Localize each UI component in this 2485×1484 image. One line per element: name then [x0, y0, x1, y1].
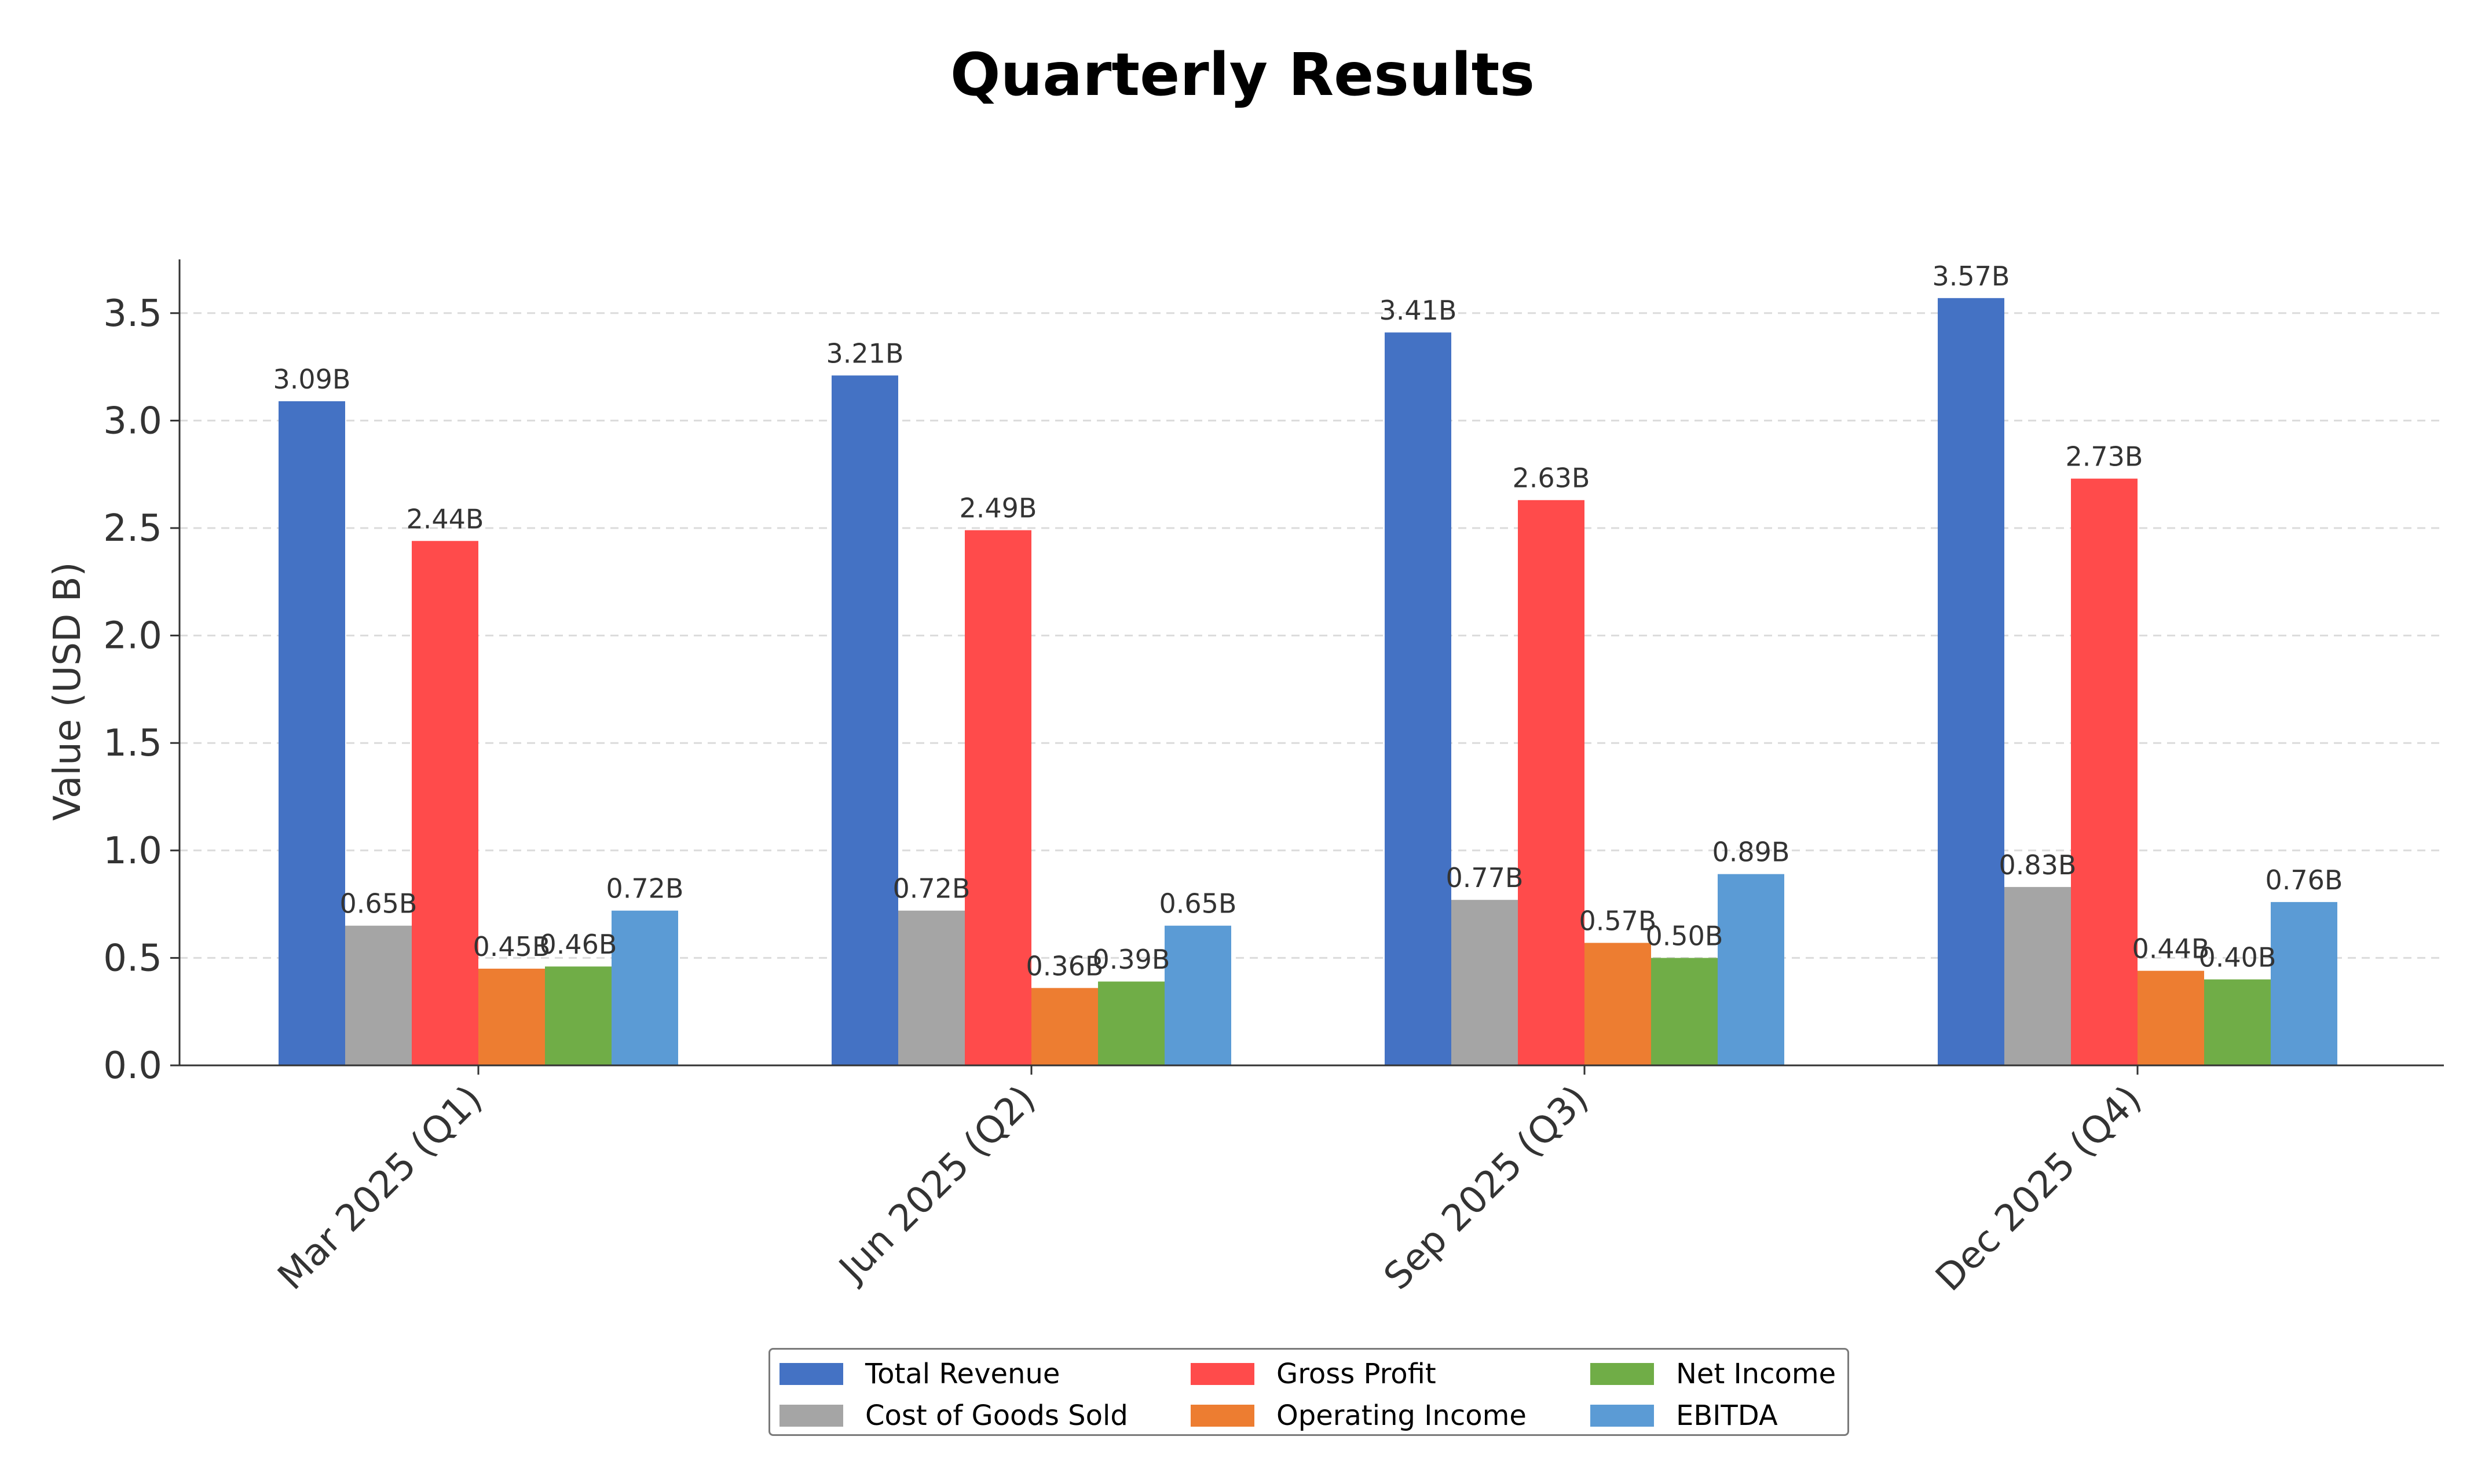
data-label: 0.44B [2132, 933, 2210, 965]
legend-item: Total Revenue [774, 1353, 1185, 1395]
legend-label: Total Revenue [865, 1358, 1060, 1390]
data-label: 2.63B [1513, 463, 1590, 494]
data-label: 0.76B [2266, 864, 2343, 896]
data-label: 0.72B [893, 873, 971, 904]
data-label: 2.44B [407, 503, 484, 534]
y-tick-label: 1.0 [103, 830, 162, 873]
bar-ebitda [1165, 925, 1231, 1065]
bar-total-revenue [279, 401, 345, 1066]
bar-gross-profit [2071, 478, 2138, 1065]
y-tick-label: 0.5 [103, 937, 162, 980]
bar-gross-profit [412, 541, 478, 1065]
bar-net-income [1651, 958, 1718, 1065]
y-tick-label: 1.5 [103, 722, 162, 765]
legend-swatch [1590, 1405, 1654, 1427]
data-label: 3.41B [1379, 295, 1457, 326]
legend-swatch [779, 1363, 843, 1385]
y-tick-label: 2.5 [103, 507, 162, 550]
bar-total-revenue [832, 375, 898, 1065]
data-label: 0.77B [1446, 862, 1524, 893]
bar-total-revenue [1938, 298, 2004, 1066]
bar-operating-income [2138, 970, 2204, 1065]
data-label: 3.21B [826, 338, 904, 369]
data-label: 0.83B [1999, 849, 2077, 881]
bar-cost-of-goods-sold [1451, 900, 1518, 1065]
bar-gross-profit [1518, 500, 1584, 1065]
legend-swatch [1191, 1405, 1254, 1427]
legend-item: Cost of Goods Sold [774, 1395, 1185, 1437]
legend-swatch [1191, 1363, 1254, 1385]
legend: Total Revenue Gross Profit Net Income Cost … [768, 1348, 1849, 1436]
data-label: 0.36B [1026, 950, 1104, 981]
bar-ebitda [612, 910, 678, 1065]
data-label: 0.65B [1159, 888, 1237, 919]
data-label: 0.89B [1712, 837, 1790, 868]
bar-operating-income [1031, 988, 1098, 1065]
legend-swatch [1590, 1363, 1654, 1385]
legend-swatch [779, 1405, 843, 1427]
data-label: 0.50B [1646, 920, 1723, 951]
data-label: 0.40B [2199, 942, 2277, 973]
legend-label: Cost of Goods Sold [865, 1399, 1128, 1432]
data-labels-layer: 3.09B 3.21B 3.41B 3.57B 0.65B 0.72B 0.77B 0.83B… [273, 261, 2343, 982]
legend-item: Gross Profit [1185, 1353, 1584, 1395]
legend-item: Operating Income [1185, 1395, 1584, 1437]
data-label: 0.45B [473, 931, 551, 962]
x-tick-label: Dec 2025 (Q4) [1928, 1078, 2150, 1300]
y-axis-label: Value (USD B) [46, 562, 89, 820]
bar-net-income [2204, 979, 2271, 1065]
legend-item: EBITDA [1584, 1395, 1851, 1437]
data-label: 0.65B [340, 888, 418, 919]
bar-net-income [1098, 981, 1165, 1065]
data-label: 3.57B [1933, 261, 2010, 292]
y-tick-label: 2.0 [103, 615, 162, 658]
bar-ebitda [1718, 874, 1784, 1065]
bar-operating-income [1584, 943, 1651, 1065]
bar-operating-income [478, 968, 545, 1065]
x-tick-label: Sep 2025 (Q3) [1376, 1078, 1597, 1298]
data-label: 2.49B [960, 493, 1037, 524]
data-label: 3.09B [273, 364, 351, 395]
y-tick-label: 0.0 [103, 1045, 162, 1087]
y-tick-label: 3.0 [103, 400, 162, 442]
bar-cost-of-goods-sold [345, 925, 412, 1065]
x-tick-label: Mar 2025 (Q1) [270, 1078, 491, 1298]
bar-cost-of-goods-sold [898, 910, 965, 1065]
y-tick-label: 3.5 [103, 292, 162, 335]
data-label: 2.73B [2066, 441, 2143, 472]
legend-label: Operating Income [1276, 1399, 1527, 1432]
data-label: 0.57B [1579, 905, 1657, 936]
legend-label: EBITDA [1676, 1399, 1778, 1432]
legend-item: Net Income [1584, 1353, 1851, 1395]
bar-gross-profit [965, 530, 1031, 1065]
legend-label: Net Income [1676, 1358, 1836, 1390]
bar-total-revenue [1385, 332, 1451, 1065]
data-label: 0.72B [606, 873, 684, 904]
legend-label: Gross Profit [1276, 1358, 1436, 1390]
x-tick-label: Jun 2025 (Q2) [830, 1078, 1044, 1292]
bar-cost-of-goods-sold [2004, 886, 2071, 1065]
chart-title: Quarterly Results [950, 41, 1535, 109]
bar-ebitda [2271, 902, 2337, 1065]
data-label: 0.39B [1093, 944, 1170, 975]
grid-layer [180, 312, 2444, 959]
bars-layer [279, 298, 2337, 1066]
data-label: 0.46B [540, 929, 617, 960]
bar-net-income [545, 966, 612, 1065]
